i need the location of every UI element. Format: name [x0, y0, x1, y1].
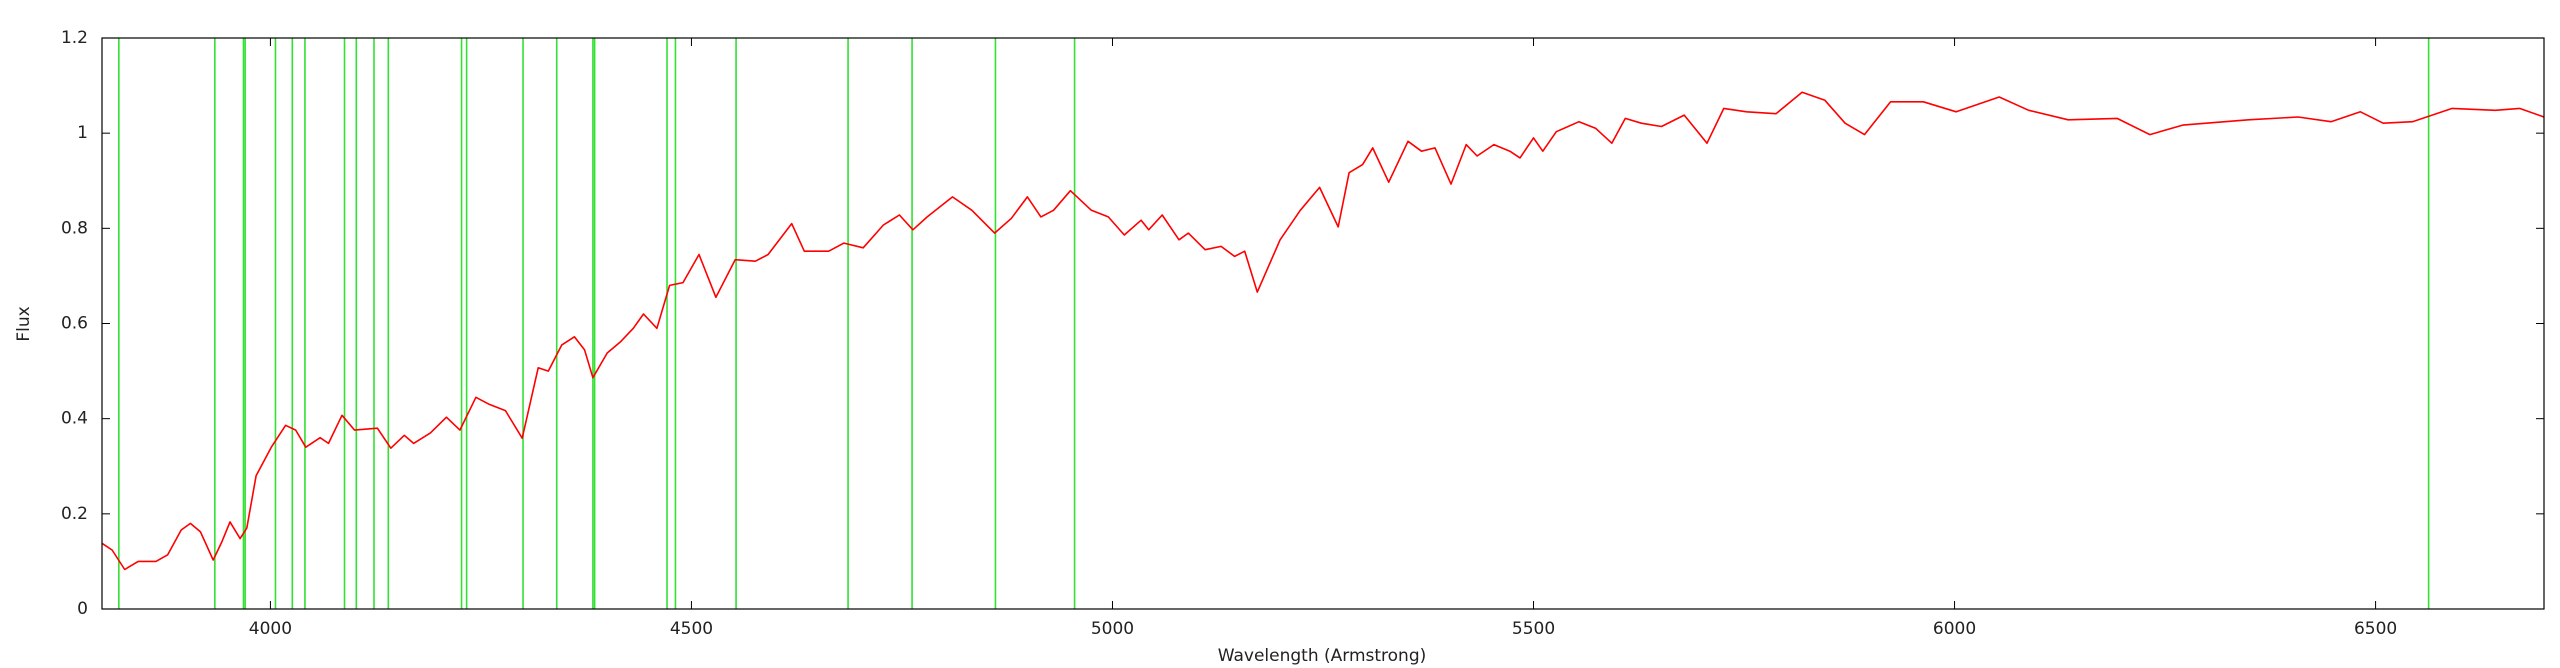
- x-tick-label: 4000: [249, 619, 292, 639]
- y-tick-label: 0: [77, 599, 88, 619]
- x-tick-label: 6000: [1933, 619, 1976, 639]
- y-tick-label: 1: [77, 123, 88, 143]
- y-tick-label: 0.6: [61, 314, 88, 334]
- y-axis-label: Flux: [14, 306, 34, 341]
- x-tick-label: 5500: [1512, 619, 1555, 639]
- x-tick-label: 4500: [670, 619, 713, 639]
- plot-frame: [101, 37, 2545, 610]
- spectrum-line: [101, 91, 2545, 571]
- x-tick-label: 6500: [2354, 619, 2397, 639]
- y-tick-label: 0.8: [61, 218, 88, 238]
- x-axis-label: Wavelength (Armstrong): [1218, 646, 1427, 666]
- y-tick-label: 1.2: [61, 28, 88, 48]
- y-tick-label: 0.4: [61, 409, 88, 429]
- y-tick-label: 0.2: [61, 504, 88, 524]
- x-tick-label: 5000: [1091, 619, 1134, 639]
